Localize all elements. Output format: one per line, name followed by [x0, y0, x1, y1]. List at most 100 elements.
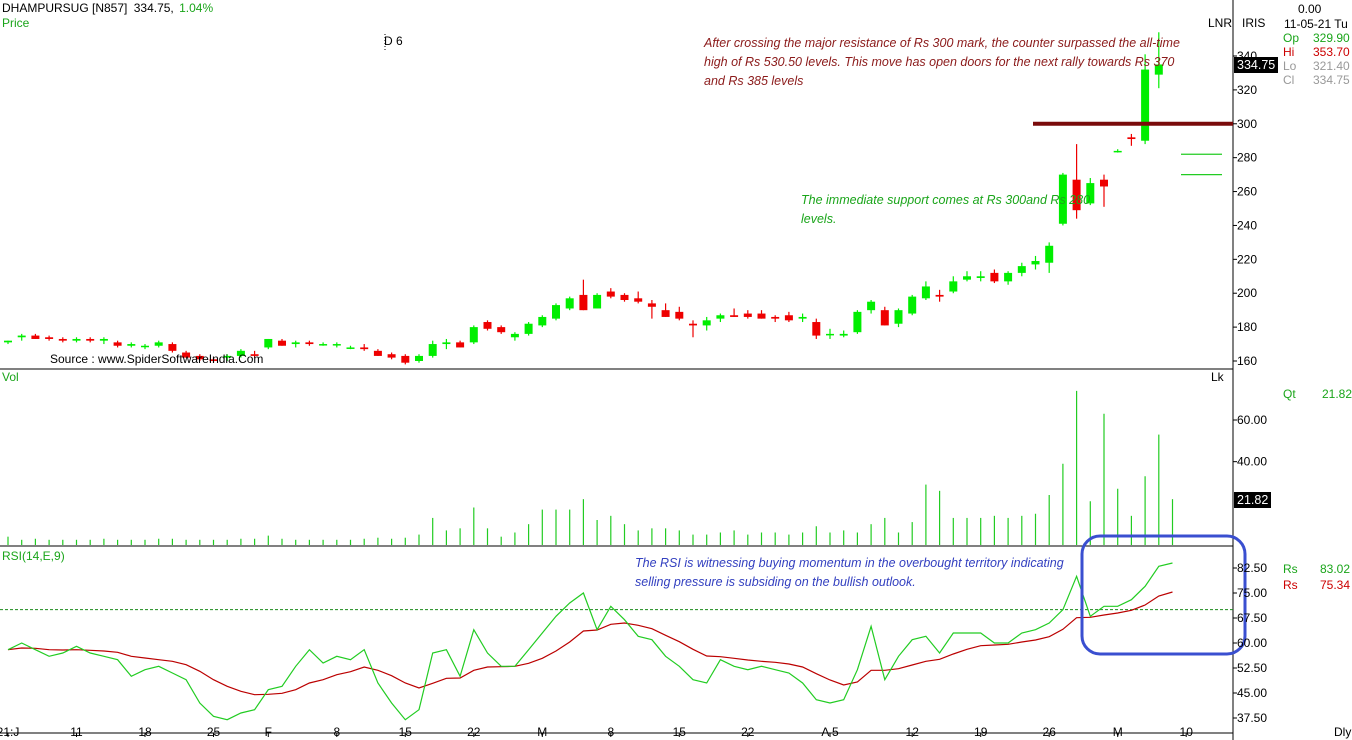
date-tick-label: 11: [70, 725, 83, 739]
price-tick-label: 240: [1237, 218, 1257, 232]
price-change: 1.04%: [179, 1, 214, 15]
rsi-tick-label: 82.50: [1237, 561, 1267, 575]
candle-body: [510, 333, 519, 338]
candle-body: [894, 310, 903, 324]
candle-body: [86, 338, 95, 341]
candle-body: [702, 320, 711, 326]
candle-body: [784, 315, 793, 321]
volume-unit: Lk: [1211, 370, 1224, 384]
candle-body: [730, 315, 739, 317]
candle-body: [141, 345, 149, 348]
volume-last-tag: 21.82: [1234, 492, 1272, 508]
ohlc-row-open: Op 329.90: [1283, 31, 1350, 45]
candle-body: [168, 344, 177, 351]
ohlc-label: Op: [1283, 31, 1300, 45]
source-credit: Source : www.SpiderSoftwareIndia.Com: [50, 352, 264, 366]
candle-body: [113, 342, 122, 346]
price-tick-label: 260: [1237, 185, 1257, 199]
candle-body: [565, 298, 574, 309]
volume-series: [7, 390, 1174, 545]
date-tick-label: 15: [673, 725, 687, 739]
qt-label: Qt: [1283, 387, 1296, 401]
price-tick-label: 280: [1237, 151, 1257, 165]
candle-body: [195, 355, 204, 360]
rsi-tick-label: 75.00: [1237, 586, 1267, 600]
rsi-panel-label: RSI(14,E,9): [2, 549, 65, 563]
price-tick-label: 160: [1237, 354, 1257, 368]
last-price-tag: 334.75: [1234, 57, 1279, 73]
candle-body: [675, 311, 684, 319]
candle-body: [127, 344, 136, 346]
candle-body: [1127, 137, 1136, 140]
candle-body: [716, 315, 725, 319]
candle-body: [387, 354, 396, 358]
candle-body: [826, 333, 834, 336]
candle-body: [45, 337, 54, 339]
candle-body: [182, 352, 191, 358]
candle-body: [990, 272, 999, 282]
ohlc-row-high: Hi 353.70: [1283, 45, 1350, 59]
date-tick-label: 18: [138, 725, 152, 739]
date-tick-label: 8: [333, 725, 340, 739]
rsi-value: 83.02: [1320, 562, 1351, 576]
candle-body: [1031, 261, 1040, 265]
d6-marker: D 6: [384, 34, 403, 48]
date-tick-label: A 5: [821, 725, 839, 739]
date-tick-label: 22: [741, 725, 755, 739]
price-panel-label: Price: [2, 16, 30, 30]
candle-body: [31, 335, 40, 339]
candlestick-series: [4, 32, 1163, 365]
rsi-tick-label: 67.50: [1237, 611, 1267, 625]
candle-body: [935, 294, 944, 297]
price-tick-label: 200: [1237, 286, 1257, 300]
date-tick-label: M: [537, 725, 547, 739]
candle-body: [689, 323, 697, 326]
candle-body: [360, 347, 369, 350]
date-tick-label: 19: [974, 725, 988, 739]
support-lines: [1033, 121, 1233, 176]
candle-body: [72, 338, 81, 341]
ohlc-value: 353.70: [1313, 45, 1350, 59]
candle-body: [154, 342, 163, 346]
iris-label: IRIS: [1242, 16, 1266, 30]
candle-body: [880, 310, 889, 326]
candle-body: [456, 342, 465, 348]
rsi-value-label: Rs: [1283, 562, 1298, 576]
date-tick-label: 21:J: [0, 725, 19, 739]
date-tick-label: 10: [1180, 725, 1194, 739]
candle-body: [236, 350, 245, 356]
rsi-series: [0, 534, 1247, 721]
date-tick-label: 25: [207, 725, 221, 739]
rsi-line: [7, 562, 1173, 721]
candle-body: [853, 311, 862, 333]
candle-body: [442, 342, 451, 345]
volume-panel-label: Vol: [2, 370, 19, 384]
rsi-axis: 37.50 45.00 52.50 60.00 67.50 75.00 82.50: [1233, 561, 1267, 725]
candle-body: [579, 294, 588, 311]
candle-body: [620, 294, 629, 300]
candle-body: [346, 347, 355, 349]
candle-body: [278, 340, 286, 346]
rsi-signal-label: Rs: [1283, 578, 1298, 592]
candle-body: [497, 327, 506, 333]
candle-body: [1058, 174, 1067, 224]
candle-body: [17, 335, 26, 338]
candle-body: [839, 333, 848, 336]
date-tick-label: 8: [607, 725, 614, 739]
qt-value: 21.82: [1322, 387, 1352, 401]
ohlc-label: Hi: [1283, 45, 1295, 59]
last-price: 334.75,: [133, 1, 174, 15]
candle-body: [606, 291, 615, 297]
candle-body: [647, 303, 656, 307]
ohlc-row-close: Cl 334.75: [1283, 73, 1350, 87]
candle-body: [634, 298, 643, 302]
rsi-tick-label: 37.50: [1237, 711, 1267, 725]
rsi-signal-line: [7, 591, 1173, 696]
symbol-title: DHAMPURSUG [N857] 334.75, 1.04%: [2, 1, 213, 15]
candle-body: [771, 316, 780, 319]
volume-tick-label: 60.00: [1237, 413, 1267, 427]
candle-body: [757, 313, 766, 319]
ohlc-value: 334.75: [1313, 73, 1350, 87]
